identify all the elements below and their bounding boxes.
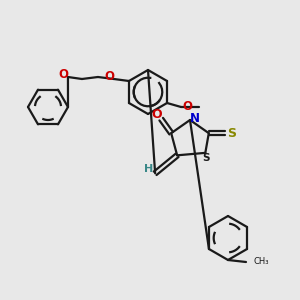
Text: O: O [104, 70, 114, 83]
Text: O: O [182, 100, 192, 113]
Text: S: S [227, 127, 236, 140]
Text: CH₃: CH₃ [253, 256, 268, 266]
Text: S: S [202, 153, 210, 163]
Text: O: O [151, 108, 161, 121]
Text: O: O [58, 68, 68, 82]
Text: H: H [143, 164, 153, 174]
Text: N: N [190, 112, 200, 125]
